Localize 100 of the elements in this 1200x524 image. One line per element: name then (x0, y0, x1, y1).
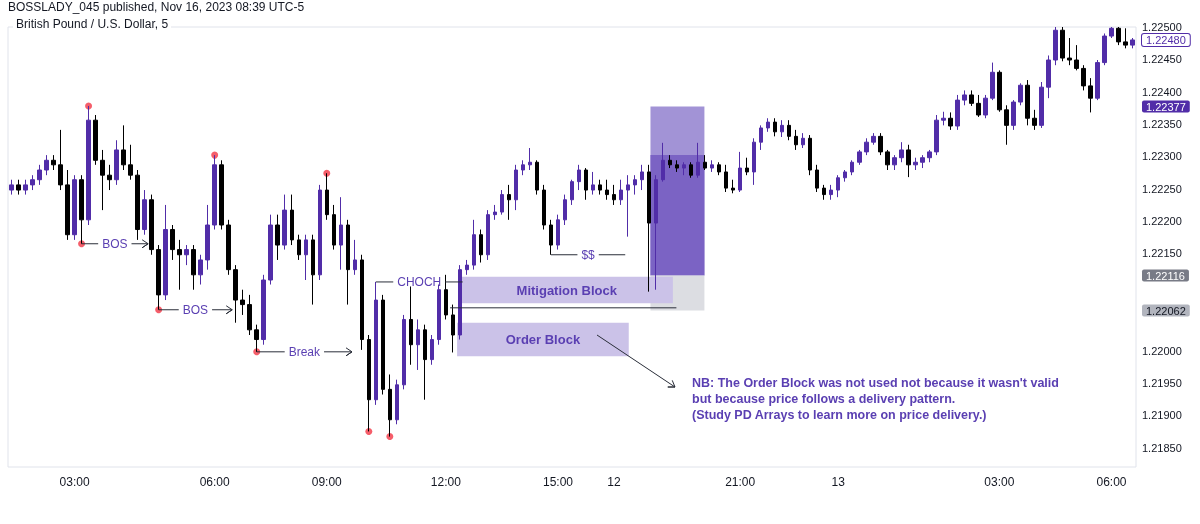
candlestick (1074, 44, 1079, 71)
candlestick (1116, 26, 1121, 46)
candlestick (738, 151, 742, 193)
candlestick (1109, 26, 1114, 39)
y-tick-label: 1.22400 (1142, 85, 1182, 98)
candlestick (268, 214, 273, 286)
x-tick-label: 03:00 (59, 475, 90, 489)
candlestick (402, 314, 406, 390)
candlestick (542, 184, 546, 231)
candlestick (647, 164, 651, 293)
y-tick-label: 1.22377 (1146, 101, 1186, 114)
candlestick (311, 234, 315, 306)
band-label: Order Block (505, 332, 581, 348)
candlestick (1004, 104, 1009, 146)
candlestick (240, 289, 245, 316)
candlestick (304, 234, 308, 281)
ref-line-label: BOS (182, 302, 209, 317)
x-tick-label: 03:00 (984, 475, 1015, 489)
y-tick-label: 1.22300 (1142, 150, 1182, 163)
candlestick (360, 254, 364, 351)
candlestick (822, 184, 826, 201)
candlestick (808, 134, 812, 176)
candlestick (170, 224, 175, 261)
candlestick (149, 194, 154, 256)
candlestick (37, 164, 42, 186)
candlestick (72, 174, 77, 241)
candlestick (1088, 77, 1093, 113)
candlestick (254, 324, 259, 353)
candlestick (556, 214, 560, 251)
candlestick (731, 179, 735, 194)
candlestick (591, 171, 595, 196)
candlestick (857, 149, 862, 166)
candlestick (815, 164, 819, 193)
candlestick (1053, 26, 1058, 66)
candlestick (570, 179, 574, 206)
y-tick-label: 1.22480 (1146, 34, 1186, 47)
x-tick-label: 12 (607, 475, 622, 489)
candlestick (934, 114, 939, 156)
candlestick (156, 244, 161, 311)
candlestick (51, 154, 56, 171)
candlestick (212, 154, 217, 231)
candlestick (1032, 109, 1037, 131)
candlestick (682, 161, 686, 176)
candlestick (58, 129, 63, 191)
point (85, 102, 93, 110)
candlestick (93, 114, 98, 166)
candlestick (381, 294, 385, 396)
y-tick-label: 1.22000 (1142, 344, 1182, 357)
candlestick (507, 184, 511, 221)
candlestick (668, 154, 672, 169)
candlestick (423, 324, 427, 401)
candlestick (969, 89, 974, 107)
candlestick (275, 214, 280, 261)
candlestick (16, 179, 21, 196)
candlestick (703, 154, 707, 171)
candlestick (107, 164, 112, 191)
candlestick (1018, 82, 1023, 106)
candlestick (605, 179, 609, 201)
y-tick-label: 1.22500 (1142, 21, 1182, 33)
candlestick (661, 142, 665, 183)
candlestick (829, 184, 833, 201)
candlestick (1025, 79, 1030, 126)
candlestick (752, 137, 756, 186)
x-tick-label: 12:00 (430, 475, 462, 489)
candlestick (261, 274, 266, 346)
candlestick (1011, 99, 1016, 131)
candlestick (486, 209, 490, 261)
candlestick (472, 219, 476, 271)
candlestick (79, 174, 84, 245)
candlestick (962, 89, 967, 106)
candlestick (114, 139, 119, 186)
y-tick-label: 1.22150 (1142, 247, 1182, 260)
candlestick (23, 179, 28, 196)
candlestick (205, 204, 210, 271)
y-tick-label: 1.22250 (1142, 182, 1182, 195)
candlestick (1130, 37, 1135, 49)
candlestick (318, 184, 322, 281)
candlestick (465, 259, 469, 276)
candlestick (745, 157, 749, 176)
candlestick (836, 174, 840, 198)
chart-title: British Pound / U.S. Dollar, 5 (16, 17, 169, 31)
candlestick (191, 244, 196, 291)
candlestick (948, 111, 953, 131)
y-tick-label: 1.21950 (1142, 376, 1182, 389)
candlestick (409, 285, 413, 366)
candlestick (864, 137, 869, 156)
y-tick-label: 1.22116 (1146, 269, 1185, 282)
candlestick (899, 141, 904, 163)
ref-line-label: CHOCH (397, 274, 442, 289)
ref-line-label: Break (288, 344, 322, 359)
y-tick-label: 1.22350 (1142, 118, 1182, 131)
candlestick (1095, 59, 1100, 101)
candlestick (44, 154, 49, 176)
candlestick (892, 154, 897, 171)
candlestick (226, 219, 231, 276)
candlestick (927, 149, 932, 163)
candlestick (458, 264, 462, 341)
candlestick (696, 142, 700, 179)
candlestick (920, 154, 925, 169)
candlestick (1102, 32, 1107, 66)
